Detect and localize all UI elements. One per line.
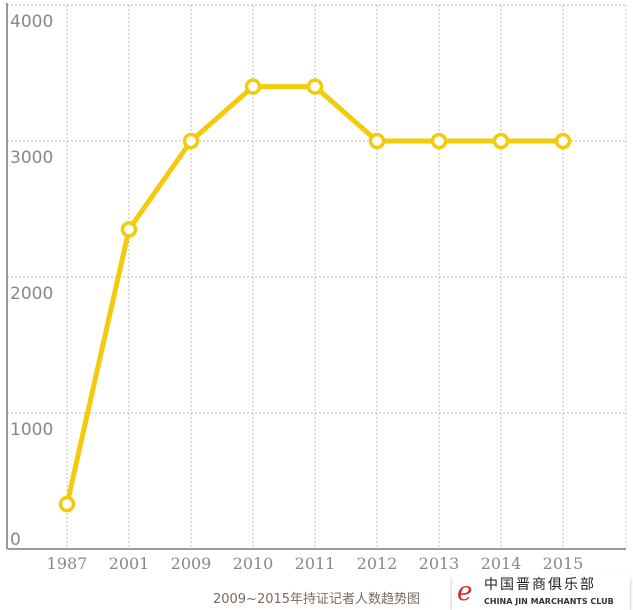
x-tick-label: 2014 <box>481 554 522 573</box>
y-tick-label: 4000 <box>10 12 53 32</box>
y-tick-label: 3000 <box>10 148 53 168</box>
x-tick-label: 1987 <box>47 554 88 573</box>
x-tick-label: 2009 <box>171 554 212 573</box>
x-tick-label: 2012 <box>357 554 398 573</box>
y-tick-label: 0 <box>10 530 21 550</box>
watermark-logo: e 中国晋商俱乐部 CHINA JIN MARCHANTS CLUB <box>452 576 630 610</box>
data-point <box>182 132 200 150</box>
y-tick-label: 1000 <box>10 420 53 440</box>
line-chart: 0 1000 2000 3000 4000 1987 2001 2009 2010 2011 201… <box>6 3 627 573</box>
x-tick-label: 2015 <box>543 554 584 573</box>
data-point <box>120 221 138 238</box>
logo-name-cn: 中国晋商俱乐部 <box>484 577 596 593</box>
logo-name-en: CHINA JIN MARCHANTS CLUB <box>484 597 614 606</box>
data-point <box>58 495 76 513</box>
data-point <box>306 78 324 95</box>
data-point <box>492 132 510 150</box>
data-point <box>244 78 262 95</box>
x-tick-label: 2013 <box>419 554 460 573</box>
x-tick-label: 2010 <box>233 554 274 573</box>
x-tick-label: 2001 <box>109 554 150 573</box>
x-tick-label: 2011 <box>295 554 336 573</box>
y-tick-label: 2000 <box>10 284 53 304</box>
logo-e-icon: e <box>457 577 473 607</box>
data-point <box>368 132 386 150</box>
chart-caption: 2009~2015年持证记者人数趋势图 <box>212 592 421 607</box>
data-point <box>430 132 448 150</box>
data-point <box>554 132 572 150</box>
